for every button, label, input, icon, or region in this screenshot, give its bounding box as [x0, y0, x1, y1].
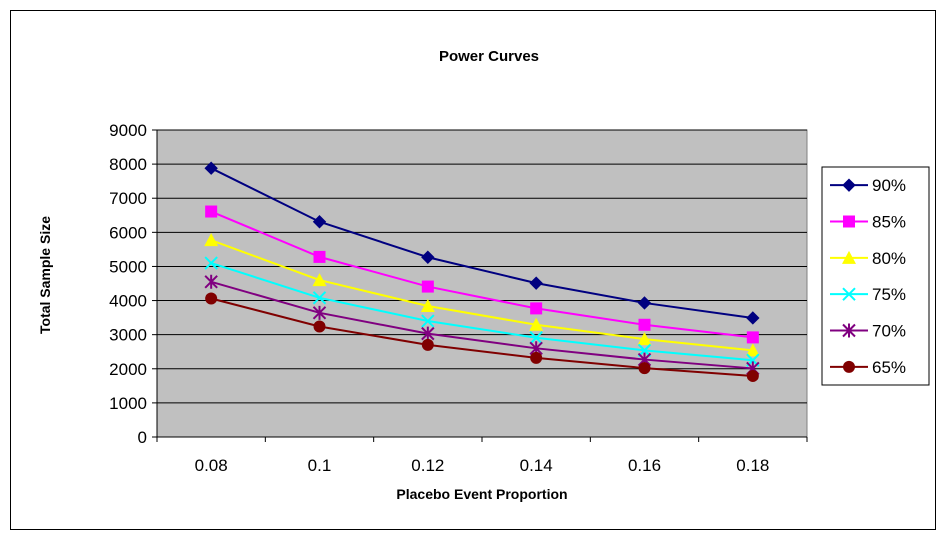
chart-canvas: Power Curves 0 1000 2000 3000 4000 5000 6000 70… [37, 48, 930, 502]
legend-label: 75% [872, 285, 906, 304]
series-line [210, 297, 753, 377]
series-line [210, 262, 753, 362]
chart-title: Power Curves [439, 48, 539, 65]
data-point [746, 311, 760, 325]
y-tick-label: 2000 [109, 360, 147, 379]
data-point [421, 250, 435, 264]
plot-area: 0 1000 2000 3000 4000 5000 6000 7000 8000 9000 0.0… [109, 121, 808, 475]
y-tick-label: 5000 [109, 257, 147, 276]
legend-label: 70% [872, 322, 906, 341]
chart-frame: Power Curves 0 1000 2000 3000 4000 5000 6000 70… [10, 10, 936, 530]
legend-entry: 75% [830, 285, 906, 304]
data-point [421, 338, 434, 351]
data-point [313, 320, 326, 333]
y-tick-label: 4000 [109, 292, 147, 311]
data-point [420, 299, 435, 313]
legend-marker [842, 178, 856, 192]
series-line [210, 239, 753, 352]
y-axis-title: Total Sample Size [37, 216, 53, 334]
x-tick-label: 0.08 [195, 456, 228, 475]
legend-marker [843, 215, 855, 228]
series-line [210, 167, 753, 319]
y-tick-label: 3000 [109, 326, 147, 345]
x-tick-label: 0.1 [308, 456, 332, 475]
y-tick-label: 1000 [109, 394, 147, 413]
y-tick-label: 7000 [109, 189, 147, 208]
x-tick-label: 0.12 [411, 456, 444, 475]
data-point [205, 205, 218, 218]
x-tick-label: 0.16 [628, 456, 661, 475]
series-2 [204, 233, 760, 357]
series-line [210, 210, 753, 339]
legend-label: 80% [872, 249, 906, 268]
x-tick-label: 0.18 [736, 456, 769, 475]
data-point [746, 331, 759, 344]
data-point [746, 369, 759, 382]
y-tick-label: 0 [138, 428, 147, 447]
legend-marker [842, 287, 856, 301]
y-tick-label: 9000 [109, 121, 147, 140]
data-point [205, 292, 218, 305]
legend-entry: 80% [830, 249, 906, 268]
x-axis-title: Placebo Event Proportion [396, 486, 567, 502]
data-point [204, 256, 218, 270]
data-point [313, 250, 326, 263]
series-5 [205, 292, 759, 382]
data-point [638, 362, 651, 375]
series-line [210, 280, 753, 370]
legend-label: 85% [872, 213, 906, 232]
data-point [204, 161, 218, 175]
y-tick-label: 6000 [109, 223, 147, 242]
data-point [421, 314, 435, 328]
data-point [529, 331, 543, 345]
data-point [529, 276, 543, 290]
data-point [530, 351, 543, 364]
legend-entry: 85% [830, 213, 906, 232]
data-point [312, 273, 327, 287]
series-0 [204, 161, 760, 325]
data-point [530, 302, 543, 315]
plot-background [156, 129, 808, 438]
legend-entry: 65% [830, 358, 906, 377]
legend-marker [842, 323, 856, 338]
legend-marker [842, 250, 856, 264]
data-point [312, 305, 327, 320]
legend-box [821, 166, 930, 386]
data-point [312, 215, 327, 229]
data-point [421, 326, 435, 341]
data-point [638, 318, 651, 331]
legend-entry: 70% [830, 322, 906, 341]
x-tick-label: 0.14 [520, 456, 553, 475]
legend: 90% 85% 80% 75% 70% 65% [821, 166, 930, 386]
data-point [421, 280, 434, 293]
data-point [637, 296, 652, 310]
legend-entry: 90% [830, 176, 906, 195]
data-point [529, 317, 544, 331]
legend-label: 90% [872, 176, 906, 195]
data-point [637, 332, 652, 346]
y-tick-label: 8000 [109, 155, 147, 174]
data-point [204, 274, 218, 289]
legend-label: 65% [872, 358, 906, 377]
data-point [745, 343, 760, 357]
series-1 [205, 205, 759, 344]
legend-marker [843, 360, 855, 373]
data-point [312, 291, 327, 305]
data-point [204, 233, 219, 247]
